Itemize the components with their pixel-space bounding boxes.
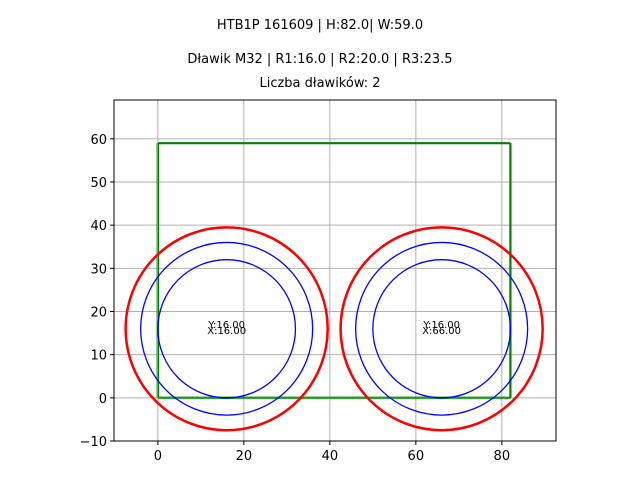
axes-frame (113, 99, 557, 442)
chart-title-line-1: HTB1P 161609 | H:82.0| W:59.0 (216, 18, 424, 33)
gland-outer-circle (339, 226, 544, 432)
chart-title-line-3: Liczba dławików: 2 (259, 76, 381, 91)
y-tick-label: 40 (90, 219, 107, 234)
x-tick-label: 20 (236, 449, 253, 464)
gland-inner-circle (372, 259, 512, 399)
chart-shapes (124, 142, 544, 432)
grid-lines (114, 100, 556, 441)
y-tick-label: 10 (90, 349, 107, 364)
gland-outer-circle (124, 226, 329, 432)
x-tick-label: 40 (322, 449, 339, 464)
chart-title-line-2: Dławik M32 | R1:16.0 | R2:20.0 | R3:23.5 (187, 52, 453, 67)
x-tick-label: 60 (408, 449, 425, 464)
x-axis-ticks: 0 20 40 60 80 (154, 441, 510, 464)
x-tick-label: 0 (154, 449, 162, 464)
x-tick-label: 80 (494, 449, 511, 464)
gland-inner-circle (157, 259, 297, 399)
y-tick-label: 20 (90, 306, 107, 321)
circle-labels: Y:16.00X:16.00Y:16.00X:66.00 (207, 320, 461, 337)
y-tick-label: 50 (90, 176, 107, 191)
y-tick-label: 0 (99, 392, 107, 407)
y-axis-ticks: −10 0 10 20 30 40 50 60 (80, 133, 114, 450)
gland-label-x: X:16.00 (207, 326, 246, 337)
y-tick-label: 30 (90, 262, 107, 277)
y-tick-label: 60 (90, 133, 107, 148)
gland-inner-circle (354, 241, 529, 416)
gland-label-x: X:66.00 (422, 326, 461, 337)
gland-label-y: Y:16.00 (422, 320, 460, 331)
gland-inner-circle (140, 241, 314, 416)
gland-label-y: Y:16.00 (207, 320, 245, 331)
y-tick-label: −10 (80, 435, 107, 450)
